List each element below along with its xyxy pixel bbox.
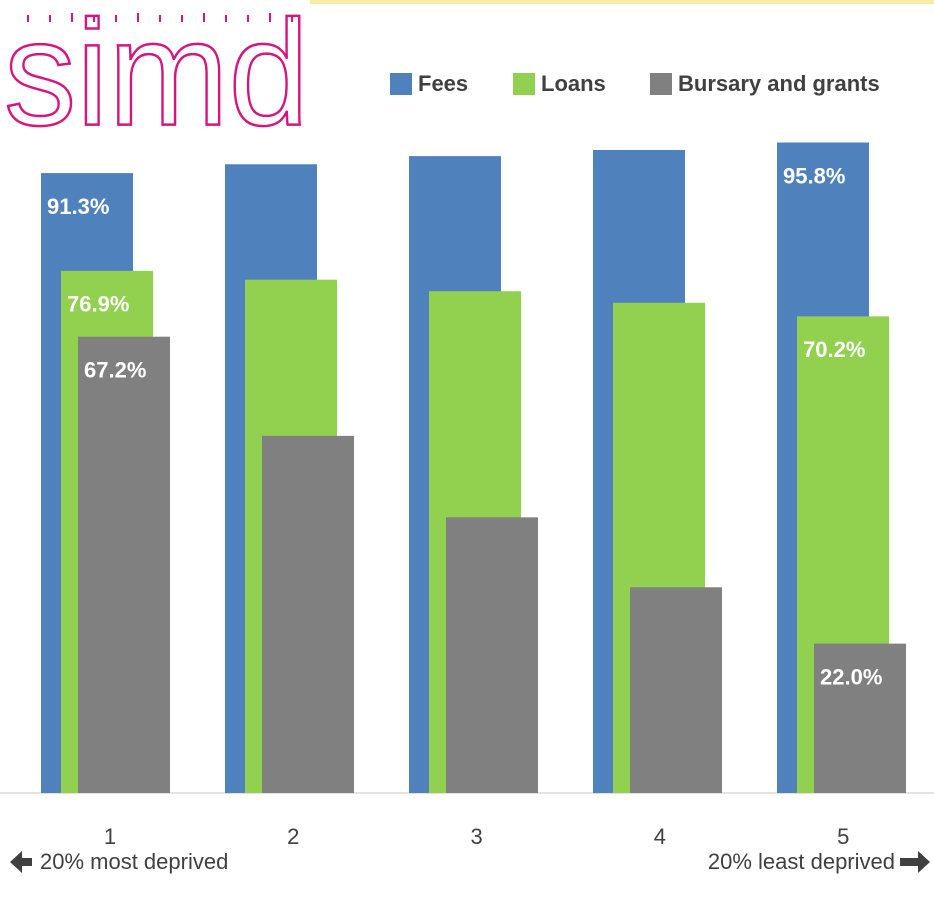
value-label: 22.0% — [820, 664, 882, 689]
legend-label: Loans — [541, 71, 606, 96]
bar — [630, 587, 722, 793]
bar — [78, 336, 170, 793]
value-label: 91.3% — [47, 194, 109, 219]
logo: simd — [4, 0, 309, 157]
legend-label: Bursary and grants — [678, 71, 880, 96]
left-arrow — [10, 851, 32, 873]
bar — [814, 643, 906, 793]
top-band — [310, 0, 934, 4]
legend-swatch — [390, 73, 412, 95]
x-tick-label: 1 — [104, 824, 116, 849]
bar — [446, 517, 538, 793]
bar — [262, 435, 354, 793]
x-tick-label: 5 — [837, 824, 849, 849]
x-tick-label: 3 — [470, 824, 482, 849]
x-tick-label: 4 — [654, 824, 666, 849]
value-label: 67.2% — [84, 358, 146, 383]
legend-label: Fees — [418, 71, 468, 96]
right-arrow — [900, 851, 930, 873]
x-tick-label: 2 — [287, 824, 299, 849]
legend-swatch — [650, 73, 672, 95]
logo-ticks — [27, 13, 293, 22]
annotation: 20% least deprived — [708, 849, 895, 874]
value-label: 70.2% — [803, 337, 865, 362]
value-label: 95.8% — [783, 163, 845, 188]
value-label: 76.9% — [67, 292, 129, 317]
annotation: 20% most deprived — [40, 849, 228, 874]
legend-swatch — [513, 73, 535, 95]
